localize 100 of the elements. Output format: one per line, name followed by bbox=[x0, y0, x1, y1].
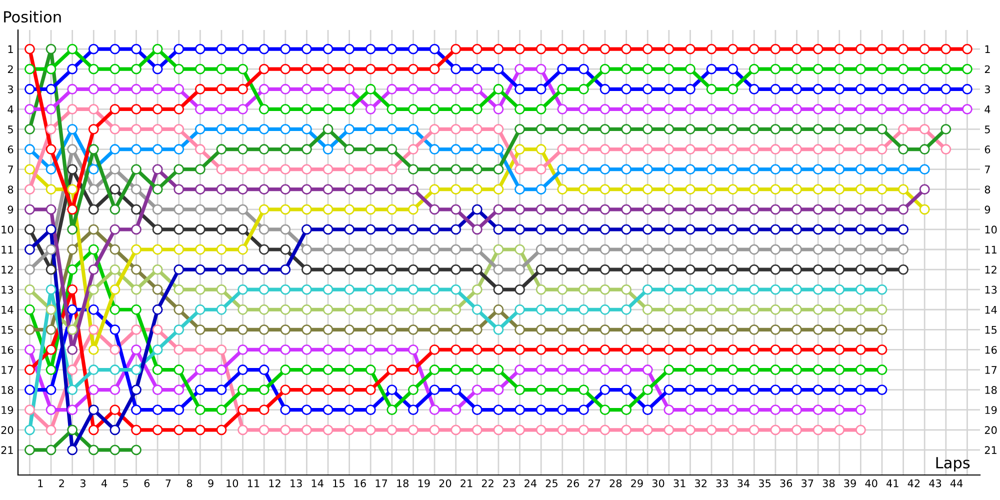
point bbox=[642, 204, 653, 215]
point bbox=[46, 104, 56, 114]
point bbox=[728, 184, 738, 195]
point bbox=[429, 184, 440, 195]
point bbox=[898, 124, 909, 134]
point bbox=[450, 304, 462, 315]
point bbox=[664, 404, 674, 416]
point bbox=[600, 404, 610, 416]
point bbox=[216, 64, 227, 74]
point bbox=[450, 204, 462, 215]
point bbox=[88, 424, 99, 436]
point bbox=[450, 344, 462, 355]
point bbox=[258, 404, 270, 416]
point bbox=[152, 184, 163, 195]
point bbox=[493, 404, 504, 416]
point bbox=[88, 244, 99, 255]
point bbox=[621, 204, 632, 215]
point bbox=[46, 204, 56, 215]
x-tick-label: 16 bbox=[354, 479, 366, 488]
point bbox=[792, 204, 802, 215]
point bbox=[46, 404, 56, 416]
point bbox=[600, 124, 610, 134]
point bbox=[514, 404, 525, 416]
point bbox=[429, 44, 440, 54]
point bbox=[770, 404, 781, 416]
point bbox=[322, 284, 334, 295]
point bbox=[493, 104, 504, 114]
point bbox=[408, 404, 418, 416]
point bbox=[280, 284, 291, 295]
x-tick-label: 44 bbox=[950, 479, 963, 488]
point bbox=[493, 184, 504, 195]
point bbox=[280, 264, 291, 275]
point bbox=[280, 124, 291, 134]
point bbox=[450, 104, 462, 114]
point bbox=[280, 204, 291, 215]
point bbox=[238, 124, 248, 134]
point bbox=[876, 104, 888, 114]
point bbox=[578, 124, 589, 134]
point bbox=[408, 304, 418, 315]
point bbox=[174, 204, 184, 215]
point bbox=[685, 44, 696, 54]
point bbox=[216, 204, 227, 215]
point bbox=[600, 104, 610, 114]
point bbox=[919, 184, 930, 195]
x-tick-label: 31 bbox=[674, 479, 686, 488]
point bbox=[898, 144, 909, 154]
point bbox=[621, 164, 632, 175]
point bbox=[152, 204, 163, 215]
point bbox=[748, 244, 760, 255]
y-tick-label: 21 bbox=[1, 446, 13, 454]
point bbox=[174, 384, 184, 396]
y-tick-label: 14 bbox=[2, 306, 14, 314]
point bbox=[152, 384, 163, 396]
point bbox=[258, 124, 270, 134]
point bbox=[664, 144, 674, 154]
point bbox=[919, 104, 930, 114]
point bbox=[472, 384, 482, 396]
point bbox=[728, 344, 738, 355]
point bbox=[876, 224, 888, 235]
point bbox=[493, 124, 504, 134]
point bbox=[770, 144, 781, 154]
point bbox=[344, 284, 355, 295]
point bbox=[536, 404, 546, 416]
point bbox=[792, 304, 802, 315]
y2-tick-label: 16 bbox=[985, 346, 997, 354]
point bbox=[258, 244, 270, 255]
point bbox=[365, 164, 376, 175]
point bbox=[940, 84, 952, 94]
point bbox=[429, 224, 440, 235]
point bbox=[258, 304, 270, 315]
point bbox=[24, 284, 35, 295]
point bbox=[664, 84, 674, 94]
point bbox=[514, 84, 525, 94]
point bbox=[46, 264, 56, 275]
point bbox=[898, 224, 909, 235]
point bbox=[280, 424, 291, 436]
point bbox=[110, 84, 120, 94]
point bbox=[706, 344, 717, 355]
point bbox=[174, 104, 184, 114]
x-tick-label: 24 bbox=[524, 479, 536, 488]
y-tick-label: 15 bbox=[2, 326, 13, 334]
point bbox=[280, 364, 291, 375]
point bbox=[429, 64, 440, 74]
point bbox=[812, 204, 824, 215]
point bbox=[365, 64, 376, 74]
point bbox=[578, 244, 589, 255]
point bbox=[770, 364, 781, 375]
point bbox=[664, 124, 674, 134]
point bbox=[728, 124, 738, 134]
point bbox=[67, 344, 78, 355]
point bbox=[322, 204, 334, 215]
point bbox=[728, 64, 738, 74]
point bbox=[302, 364, 312, 375]
point bbox=[685, 104, 696, 114]
point bbox=[898, 104, 909, 114]
point bbox=[302, 384, 312, 396]
point bbox=[88, 384, 99, 396]
point bbox=[514, 104, 525, 114]
point bbox=[88, 104, 99, 114]
point bbox=[238, 204, 248, 215]
